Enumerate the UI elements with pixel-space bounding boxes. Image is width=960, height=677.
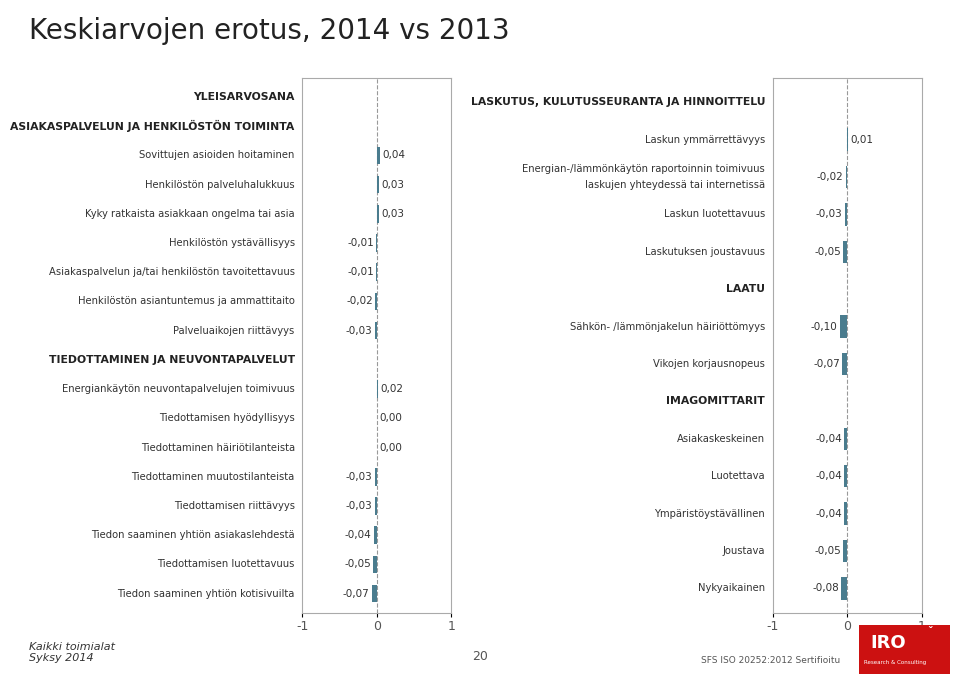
Text: -0,03: -0,03 [346, 472, 372, 482]
Bar [844, 540, 848, 562]
Bar [376, 146, 380, 164]
Text: LASKUTUS, KULUTUSSEURANTA JA HINNOITTELU: LASKUTUS, KULUTUSSEURANTA JA HINNOITTELU [470, 97, 765, 107]
Text: IMAGOMITTARIT: IMAGOMITTARIT [666, 396, 765, 406]
Text: laskujen yhteydessä tai internetissä: laskujen yhteydessä tai internetissä [585, 180, 765, 190]
Text: 0,03: 0,03 [381, 209, 404, 219]
Text: Tiedottaminen muutostilanteista: Tiedottaminen muutostilanteista [132, 472, 295, 482]
Text: -0,01: -0,01 [348, 238, 373, 248]
Text: Henkilöstön ystävällisyys: Henkilöstön ystävällisyys [169, 238, 295, 248]
Text: 0,00: 0,00 [379, 443, 402, 452]
Bar [844, 465, 848, 487]
Text: Tiedottamisen riittävyys: Tiedottamisen riittävyys [174, 501, 295, 511]
Text: Joustava: Joustava [723, 546, 765, 556]
Text: ASIAKASPALVELUN JA HENKILÖSTÖN TOIMINTA: ASIAKASPALVELUN JA HENKILÖSTÖN TOIMINTA [11, 120, 295, 132]
Bar [844, 428, 848, 450]
Bar [376, 380, 378, 398]
Bar [374, 497, 376, 515]
Text: -0,05: -0,05 [814, 247, 841, 257]
Text: Kaikki toimialat
Syksy 2014: Kaikki toimialat Syksy 2014 [29, 642, 115, 663]
Text: -0,01: -0,01 [348, 267, 373, 277]
Text: Laskun ymmärrettävyys: Laskun ymmärrettävyys [645, 135, 765, 145]
Text: Vikojen korjausnopeus: Vikojen korjausnopeus [653, 359, 765, 369]
Bar [376, 205, 379, 223]
Text: Tiedottamisen hyödyllisyys: Tiedottamisen hyödyllisyys [159, 414, 295, 423]
Text: Kyky ratkaista asiakkaan ongelma tai asia: Kyky ratkaista asiakkaan ongelma tai asi… [85, 209, 295, 219]
Text: Tiedon saaminen yhtiön asiakaslehdestä: Tiedon saaminen yhtiön asiakaslehdestä [91, 530, 295, 540]
Bar [374, 468, 376, 485]
Text: Nykyaikainen: Nykyaikainen [698, 584, 765, 593]
Text: TIEDOTTAMINEN JA NEUVONTAPALVELUT: TIEDOTTAMINEN JA NEUVONTAPALVELUT [49, 355, 295, 365]
Text: -0,07: -0,07 [813, 359, 840, 369]
Text: Asiakaskeskeinen: Asiakaskeskeinen [677, 434, 765, 443]
Text: Research & Consulting: Research & Consulting [864, 660, 926, 665]
Bar [840, 315, 848, 338]
Text: -0,04: -0,04 [345, 530, 372, 540]
Text: -0,02: -0,02 [347, 297, 373, 307]
Text: LAATU: LAATU [726, 284, 765, 294]
Bar [842, 353, 848, 375]
Text: SFS ISO 20252:2012 Sertifioitu: SFS ISO 20252:2012 Sertifioitu [701, 656, 840, 665]
Bar [844, 240, 848, 263]
Text: Luotettava: Luotettava [711, 471, 765, 481]
Text: 0,03: 0,03 [381, 179, 404, 190]
Text: -0,04: -0,04 [815, 471, 842, 481]
Text: Asiakaspalvelun ja/tai henkilöstön tavoitettavuus: Asiakaspalvelun ja/tai henkilöstön tavoi… [49, 267, 295, 277]
Text: Henkilöstön asiantuntemus ja ammattitaito: Henkilöstön asiantuntemus ja ammattitait… [78, 297, 295, 307]
Text: Laskun luotettavuus: Laskun luotettavuus [664, 209, 765, 219]
Text: Palveluaikojen riittävyys: Palveluaikojen riittävyys [174, 326, 295, 336]
Bar [372, 585, 376, 603]
Text: -0,07: -0,07 [343, 589, 370, 598]
Text: 0,04: 0,04 [382, 150, 405, 160]
Text: Ympäristöystävällinen: Ympäristöystävällinen [655, 508, 765, 519]
Text: -0,02: -0,02 [817, 172, 844, 182]
Bar [373, 556, 376, 573]
Text: ˇ: ˇ [927, 627, 933, 637]
Bar [841, 577, 848, 600]
Bar [373, 527, 376, 544]
Text: 20: 20 [472, 651, 488, 663]
Bar [374, 322, 376, 339]
Text: Tiedottamisen luotettavuus: Tiedottamisen luotettavuus [157, 559, 295, 569]
Text: Energiankäytön neuvontapalvelujen toimivuus: Energiankäytön neuvontapalvelujen toimiv… [62, 384, 295, 394]
Text: 0,02: 0,02 [380, 384, 403, 394]
Text: -0,05: -0,05 [344, 559, 371, 569]
Bar [375, 292, 376, 310]
Text: 0,01: 0,01 [851, 135, 874, 145]
Text: -0,03: -0,03 [346, 326, 372, 336]
Text: Sovittujen asioiden hoitaminen: Sovittujen asioiden hoitaminen [139, 150, 295, 160]
Bar [845, 203, 848, 225]
Text: Sähkön- /lämmönjakelun häiriöttömyys: Sähkön- /lämmönjakelun häiriöttömyys [570, 322, 765, 332]
Text: -0,10: -0,10 [811, 322, 837, 332]
Text: -0,03: -0,03 [346, 501, 372, 511]
Text: Tiedottaminen häiriötilanteista: Tiedottaminen häiriötilanteista [140, 443, 295, 452]
Text: IRO: IRO [870, 634, 906, 653]
Text: Henkilöstön palveluhalukkuus: Henkilöstön palveluhalukkuus [145, 179, 295, 190]
Text: YLEISARVOSANA: YLEISARVOSANA [193, 92, 295, 102]
Text: Tiedon saaminen yhtiön kotisivuilta: Tiedon saaminen yhtiön kotisivuilta [117, 589, 295, 598]
Text: Keskiarvojen erotus, 2014 vs 2013: Keskiarvojen erotus, 2014 vs 2013 [29, 17, 510, 45]
Text: -0,08: -0,08 [812, 584, 839, 593]
Text: -0,04: -0,04 [815, 434, 842, 443]
Text: -0,05: -0,05 [814, 546, 841, 556]
Bar [846, 166, 848, 188]
Text: -0,03: -0,03 [816, 209, 843, 219]
Text: 0,00: 0,00 [379, 414, 402, 423]
Text: Energian-/lämmönkäytön raportoinnin toimivuus: Energian-/lämmönkäytön raportoinnin toim… [522, 164, 765, 174]
Text: Laskutuksen joustavuus: Laskutuksen joustavuus [645, 247, 765, 257]
Bar [844, 502, 848, 525]
Bar [376, 176, 379, 194]
Text: -0,04: -0,04 [815, 508, 842, 519]
